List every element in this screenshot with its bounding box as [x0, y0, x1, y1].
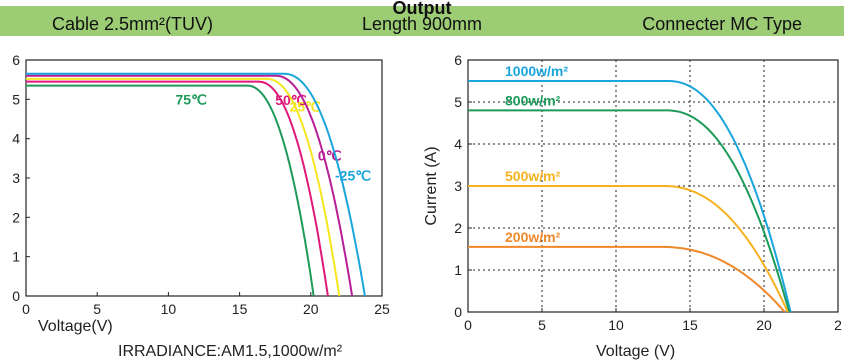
- x-tick-label: 0: [22, 301, 30, 317]
- x-tick-label: 5: [538, 317, 546, 333]
- x-axis-label: Voltage (V): [596, 343, 675, 360]
- y-tick-label: 4: [454, 136, 462, 152]
- series-line: [468, 185, 789, 313]
- series-line: [26, 72, 366, 297]
- x-tick-label: 25: [374, 301, 390, 317]
- series-line: [26, 74, 354, 297]
- y-tick-label: 6: [454, 52, 462, 68]
- x-tick-label: 5: [93, 301, 101, 317]
- series-label: 500w/m²: [505, 168, 561, 184]
- cable-spec: Cable 2.5mm²(TUV): [52, 14, 214, 34]
- y-tick-label: 6: [12, 52, 20, 68]
- x-tick-label: 15: [682, 317, 698, 333]
- y-tick-label: 4: [12, 131, 20, 147]
- length-spec: Length 900mm: [361, 14, 483, 34]
- series-line: [468, 245, 786, 313]
- y-tick-label: 0: [12, 288, 20, 304]
- y-axis-label: Current (A): [423, 146, 440, 225]
- series-label: 25℃: [289, 99, 321, 115]
- spec-header-bar: Output Cable 2.5mm²(TUV) Length 900mm Co…: [0, 0, 844, 36]
- y-tick-label: 2: [12, 209, 20, 225]
- chart-caption: IRRADIANCE:AM1.5,1000w/m²: [118, 343, 343, 360]
- x-tick-label: 20: [756, 317, 772, 333]
- x-tick-label: 20: [303, 301, 319, 317]
- x-tick-label: 15: [232, 301, 248, 317]
- series-label: 75℃: [176, 92, 208, 108]
- series-label: 200w/m²: [505, 229, 561, 245]
- header-title: Output: [392, 0, 452, 18]
- series-line: [26, 80, 329, 297]
- series-label: -25℃: [335, 168, 371, 184]
- y-tick-label: 0: [454, 304, 462, 320]
- connector-spec: Connecter MC Type: [642, 14, 802, 34]
- series-label: 1000w/m²: [505, 63, 568, 79]
- series-line: [468, 80, 792, 313]
- y-tick-label: 2: [454, 220, 462, 236]
- y-tick-label: 1: [12, 249, 20, 265]
- x-tick-label: 2: [834, 317, 842, 333]
- y-tick-label: 5: [12, 91, 20, 107]
- y-tick-label: 3: [454, 178, 462, 194]
- series-label: 800w/m²: [505, 92, 561, 108]
- x-tick-label: 10: [161, 301, 177, 317]
- series-line: [26, 84, 315, 297]
- y-tick-label: 5: [454, 94, 462, 110]
- y-tick-label: 3: [12, 170, 20, 186]
- series-line: [26, 77, 341, 297]
- y-tick-label: 1: [454, 262, 462, 278]
- x-tick-label: 0: [464, 317, 472, 333]
- x-tick-label: 10: [608, 317, 624, 333]
- x-axis-label: Voltage(V): [38, 318, 113, 335]
- series-line: [468, 109, 791, 313]
